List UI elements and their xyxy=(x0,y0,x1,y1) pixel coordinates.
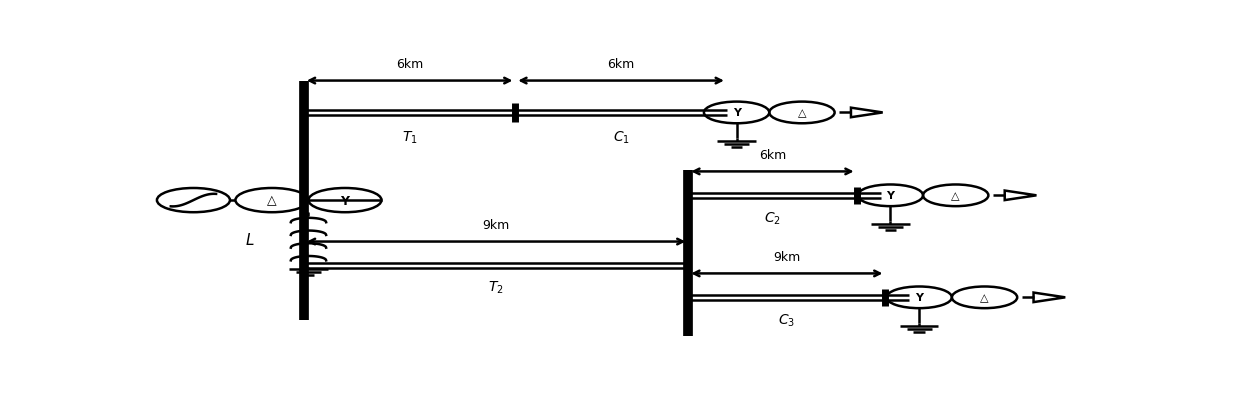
Text: $T_1$: $T_1$ xyxy=(402,129,418,145)
Text: $L$: $L$ xyxy=(246,232,255,248)
Text: 9km: 9km xyxy=(482,219,510,232)
Text: 6km: 6km xyxy=(396,58,423,71)
Text: △: △ xyxy=(797,108,806,118)
Text: Y: Y xyxy=(341,194,350,207)
Text: $C_2$: $C_2$ xyxy=(764,210,781,226)
Text: Y: Y xyxy=(887,191,894,201)
Text: △: △ xyxy=(951,191,960,201)
Text: 9km: 9km xyxy=(774,251,801,263)
Text: $T_2$: $T_2$ xyxy=(489,278,503,295)
Text: Y: Y xyxy=(915,293,924,303)
Text: 6km: 6km xyxy=(608,58,635,71)
Text: △: △ xyxy=(267,194,277,207)
Text: 6km: 6km xyxy=(759,149,786,162)
Text: △: △ xyxy=(981,293,988,303)
Text: $C_3$: $C_3$ xyxy=(779,312,795,328)
Text: Y: Y xyxy=(733,108,740,118)
Text: $C_1$: $C_1$ xyxy=(613,129,630,145)
